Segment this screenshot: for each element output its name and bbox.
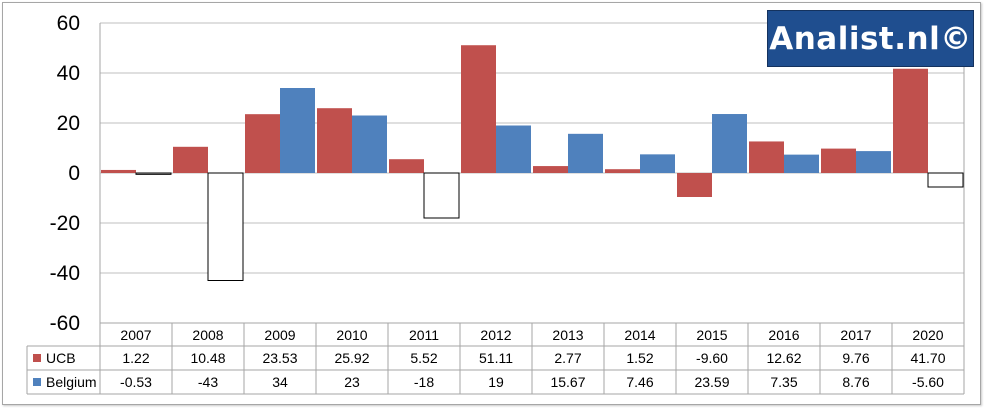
category-label: 2015 bbox=[696, 327, 727, 343]
y-tick-label: 20 bbox=[57, 112, 80, 135]
category-label: 2016 bbox=[768, 327, 799, 343]
bar-ucb-2020 bbox=[893, 68, 928, 173]
data-label-belgium: 15.67 bbox=[550, 374, 585, 390]
data-label-ucb: 10.48 bbox=[190, 350, 225, 366]
bar-ucb-2012 bbox=[461, 45, 496, 173]
category-label: 2017 bbox=[840, 327, 871, 343]
data-label-belgium: -43 bbox=[198, 374, 218, 390]
bar-belgium-2017 bbox=[856, 151, 891, 173]
bar-ucb-2014 bbox=[605, 169, 640, 173]
bar-ucb-2017 bbox=[821, 148, 856, 173]
bar-belgium-2015 bbox=[712, 114, 747, 173]
legend-key-ucb bbox=[33, 354, 41, 362]
data-label-belgium: 8.76 bbox=[842, 374, 869, 390]
bar-ucb-2007 bbox=[101, 169, 136, 173]
bar-belgium-2010 bbox=[352, 115, 387, 173]
bar-belgium-2012 bbox=[496, 125, 531, 173]
legend-key-belgium bbox=[33, 378, 41, 386]
category-label: 2010 bbox=[336, 327, 367, 343]
bar-belgium-2011 bbox=[423, 172, 460, 219]
category-label: 2012 bbox=[480, 327, 511, 343]
y-tick-label: 60 bbox=[57, 12, 80, 35]
y-tick-label: -60 bbox=[50, 312, 80, 335]
bar-belgium-2014 bbox=[640, 154, 675, 173]
bar-belgium-2009 bbox=[280, 88, 315, 173]
data-label-ucb: 25.92 bbox=[334, 350, 369, 366]
bar-ucb-2009 bbox=[245, 114, 280, 173]
data-label-belgium: -5.60 bbox=[912, 374, 944, 390]
legend-label-belgium: Belgium bbox=[46, 374, 97, 390]
category-label: 2007 bbox=[120, 327, 151, 343]
category-label: 2011 bbox=[409, 327, 439, 343]
data-label-belgium: 34 bbox=[272, 374, 288, 390]
watermark-text: Analist.nl© bbox=[769, 20, 972, 57]
data-label-ucb: 41.70 bbox=[910, 350, 945, 366]
bar-ucb-2015 bbox=[677, 173, 712, 197]
category-label: 2014 bbox=[624, 327, 655, 343]
data-label-ucb: 1.22 bbox=[122, 350, 149, 366]
bar-belgium-2008 bbox=[207, 172, 244, 281]
y-tick-label: 0 bbox=[68, 162, 80, 185]
data-label-belgium: -18 bbox=[414, 374, 434, 390]
data-label-ucb: 1.52 bbox=[626, 350, 653, 366]
data-label-ucb: -9.60 bbox=[696, 350, 728, 366]
data-label-belgium: 7.46 bbox=[626, 374, 653, 390]
data-label-ucb: 51.11 bbox=[479, 350, 513, 366]
bar-belgium-2020 bbox=[927, 172, 964, 188]
data-label-ucb: 12.62 bbox=[766, 350, 801, 366]
bar-belgium-2013 bbox=[568, 133, 603, 173]
category-label: 2020 bbox=[912, 327, 943, 343]
category-label: 2008 bbox=[192, 327, 223, 343]
bar-ucb-2010 bbox=[317, 108, 352, 173]
bar-ucb-2008 bbox=[173, 146, 208, 173]
data-label-belgium: -0.53 bbox=[120, 374, 152, 390]
watermark-logo: Analist.nl© bbox=[767, 10, 974, 67]
data-label-belgium: 23.59 bbox=[694, 374, 729, 390]
legend-label-ucb: UCB bbox=[46, 350, 76, 366]
data-label-belgium: 7.35 bbox=[770, 374, 797, 390]
bar-ucb-2013 bbox=[533, 166, 568, 173]
y-tick-label: -20 bbox=[50, 212, 80, 235]
data-label-belgium: 19 bbox=[488, 374, 504, 390]
data-label-belgium: 23 bbox=[344, 374, 360, 390]
y-tick-label: -40 bbox=[50, 262, 80, 285]
bar-belgium-2007 bbox=[135, 172, 172, 175]
data-label-ucb: 5.52 bbox=[410, 350, 437, 366]
bar-ucb-2011 bbox=[389, 159, 424, 173]
category-label: 2013 bbox=[552, 327, 583, 343]
data-label-ucb: 2.77 bbox=[554, 350, 581, 366]
category-label: 2009 bbox=[264, 327, 295, 343]
bar-ucb-2016 bbox=[749, 141, 784, 173]
data-label-ucb: 9.76 bbox=[842, 350, 869, 366]
bar-belgium-2016 bbox=[784, 154, 819, 173]
y-tick-label: 40 bbox=[57, 62, 80, 85]
data-label-ucb: 23.53 bbox=[262, 350, 297, 366]
